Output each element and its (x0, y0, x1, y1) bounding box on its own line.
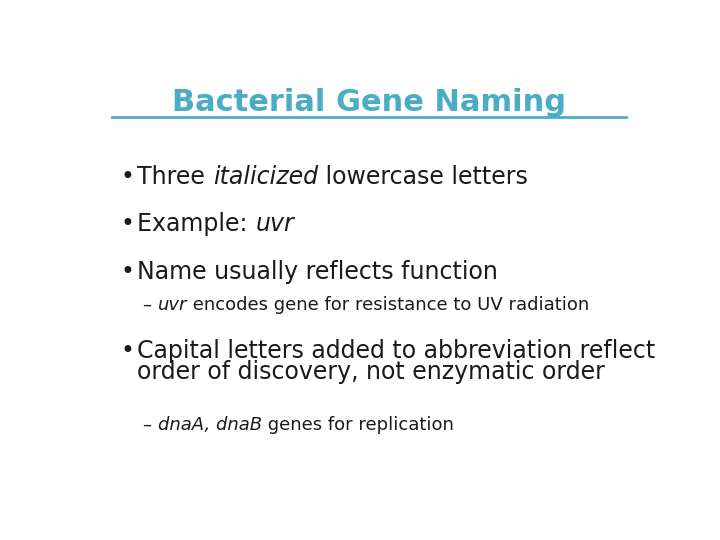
Text: Bacterial Gene Naming: Bacterial Gene Naming (172, 87, 566, 117)
Text: •: • (121, 260, 135, 284)
Text: –: – (143, 295, 158, 314)
Text: Capital letters added to abbreviation reflect: Capital letters added to abbreviation re… (138, 339, 656, 363)
Text: Example:: Example: (138, 212, 256, 237)
Text: uvr: uvr (158, 295, 187, 314)
Text: •: • (121, 165, 135, 188)
Text: –: – (143, 416, 158, 434)
Text: lowercase letters: lowercase letters (318, 165, 528, 188)
Text: •: • (121, 212, 135, 237)
Text: encodes gene for resistance to UV radiation: encodes gene for resistance to UV radiat… (187, 295, 590, 314)
Text: genes for replication: genes for replication (262, 416, 454, 434)
Text: order of discovery, not enzymatic order: order of discovery, not enzymatic order (138, 360, 606, 384)
Text: Name usually reflects function: Name usually reflects function (138, 260, 498, 284)
Text: dnaA, dnaB: dnaA, dnaB (158, 416, 262, 434)
Text: uvr: uvr (256, 212, 294, 237)
Text: Three: Three (138, 165, 213, 188)
Text: italicized: italicized (213, 165, 318, 188)
Text: •: • (121, 339, 135, 363)
